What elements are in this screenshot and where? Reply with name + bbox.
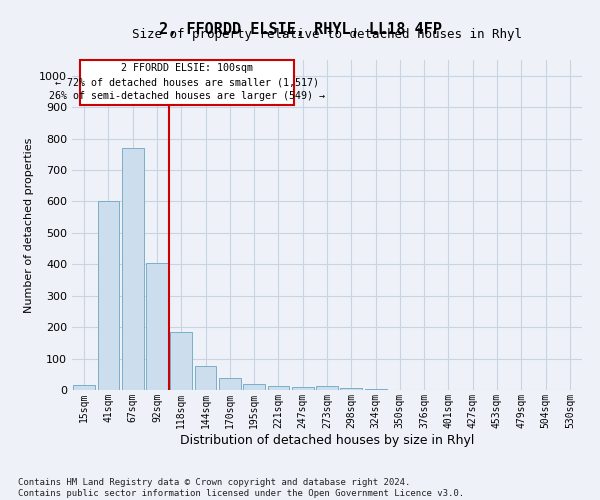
Bar xyxy=(122,148,143,390)
Title: Size of property relative to detached houses in Rhyl: Size of property relative to detached ho… xyxy=(132,28,522,41)
Bar xyxy=(316,386,338,390)
X-axis label: Distribution of detached houses by size in Rhyl: Distribution of detached houses by size … xyxy=(180,434,474,446)
Bar xyxy=(268,386,289,390)
Bar xyxy=(170,332,192,390)
Bar xyxy=(194,366,217,390)
Bar xyxy=(219,378,241,390)
Bar xyxy=(73,386,95,390)
Bar xyxy=(97,202,119,390)
Bar xyxy=(146,262,168,390)
Bar xyxy=(292,387,314,390)
FancyBboxPatch shape xyxy=(80,60,294,104)
Bar xyxy=(340,388,362,390)
Y-axis label: Number of detached properties: Number of detached properties xyxy=(23,138,34,312)
Bar xyxy=(243,384,265,390)
Text: 2 FFORDD ELSIE: 100sqm
← 72% of detached houses are smaller (1,517)
26% of semi-: 2 FFORDD ELSIE: 100sqm ← 72% of detached… xyxy=(49,64,325,102)
Bar xyxy=(365,389,386,390)
Text: 2, FFORDD ELSIE, RHYL, LL18 4FP: 2, FFORDD ELSIE, RHYL, LL18 4FP xyxy=(158,22,442,38)
Text: Contains HM Land Registry data © Crown copyright and database right 2024.
Contai: Contains HM Land Registry data © Crown c… xyxy=(18,478,464,498)
